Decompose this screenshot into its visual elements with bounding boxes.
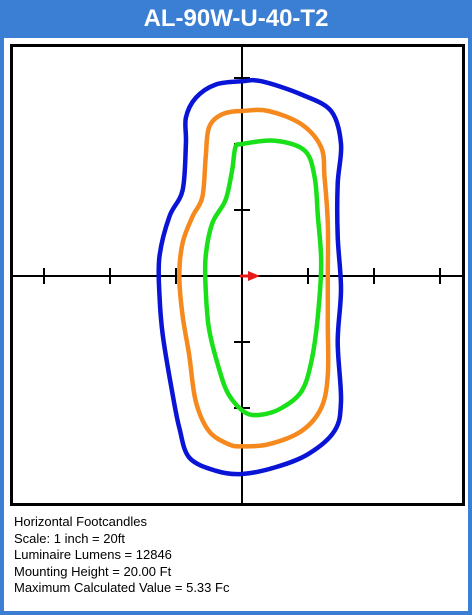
info-scale: Scale: 1 inch = 20ft (14, 530, 125, 546)
info-footcandles-label: Horizontal Footcandles (14, 514, 147, 529)
isofootcandle-plot (10, 44, 465, 506)
contour-outer (156, 77, 344, 477)
arrow-head (248, 271, 260, 281)
contour-middle (177, 107, 331, 449)
contours (156, 77, 344, 477)
contour-inner (202, 138, 324, 418)
product-title: AL-90W-U-40-T2 (0, 0, 472, 38)
info-block: Horizontal Footcandles Scale: 1 inch = 2… (14, 514, 454, 597)
panel-border (0, 38, 472, 615)
info-max-value: Maximum Calculated Value = 5.33 Fc (14, 580, 230, 595)
info-lumens: Luminaire Lumens = 12846 (14, 547, 172, 562)
axes (13, 47, 462, 503)
direction-arrow-icon (240, 271, 260, 281)
info-mounting-height: Mounting Height = 20.00 Ft (14, 563, 172, 579)
